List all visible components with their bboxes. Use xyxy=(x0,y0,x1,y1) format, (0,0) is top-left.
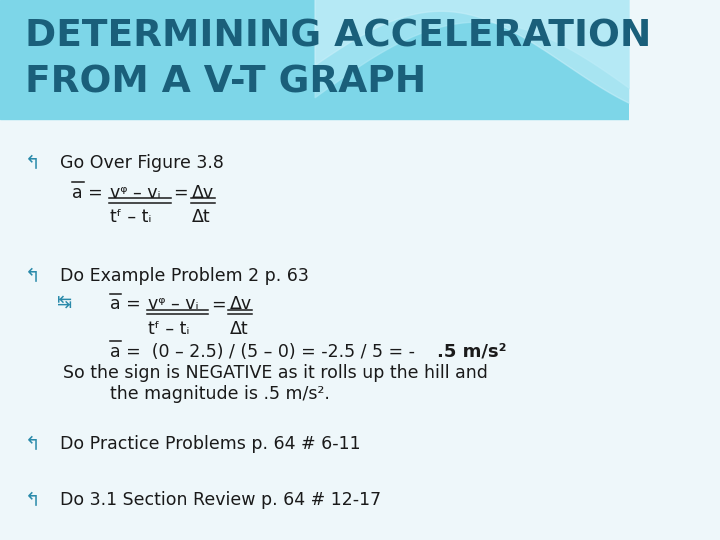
Text: Do Practice Problems p. 64 # 6-11: Do Practice Problems p. 64 # 6-11 xyxy=(60,435,361,453)
Text: .5 m/s²: .5 m/s² xyxy=(437,343,507,361)
Text: the magnitude is .5 m/s².: the magnitude is .5 m/s². xyxy=(110,385,330,403)
Text: ↹: ↹ xyxy=(57,294,72,312)
Text: a =  (0 – 2.5) / (5 – 0) = -2.5 / 5 = -: a = (0 – 2.5) / (5 – 0) = -2.5 / 5 = - xyxy=(110,343,415,361)
Text: ↰: ↰ xyxy=(25,491,41,510)
Text: Δt: Δt xyxy=(230,320,248,338)
Text: Δv: Δv xyxy=(192,184,214,201)
Text: tᶠ – tᵢ: tᶠ – tᵢ xyxy=(110,208,152,226)
Text: a =: a = xyxy=(110,295,141,313)
Text: =: = xyxy=(173,184,188,201)
Text: tᶠ – tᵢ: tᶠ – tᵢ xyxy=(148,320,189,338)
Text: a =: a = xyxy=(73,184,103,201)
Text: ↰: ↰ xyxy=(25,267,41,286)
Text: DETERMINING ACCELERATION: DETERMINING ACCELERATION xyxy=(25,19,652,55)
Text: Do Example Problem 2 p. 63: Do Example Problem 2 p. 63 xyxy=(60,267,309,285)
Text: vᵠ – vᵢ: vᵠ – vᵢ xyxy=(110,184,161,201)
Bar xyxy=(0,0,629,119)
Text: FROM A V-T GRAPH: FROM A V-T GRAPH xyxy=(25,65,426,101)
Text: ↰: ↰ xyxy=(25,435,41,454)
Text: Δt: Δt xyxy=(192,208,210,226)
Text: So the sign is NEGATIVE as it rolls up the hill and: So the sign is NEGATIVE as it rolls up t… xyxy=(63,364,488,382)
Text: ↰: ↰ xyxy=(25,154,41,173)
Text: vᵠ – vᵢ: vᵠ – vᵢ xyxy=(148,295,199,313)
Text: Do 3.1 Section Review p. 64 # 12-17: Do 3.1 Section Review p. 64 # 12-17 xyxy=(60,491,381,509)
Text: Δv: Δv xyxy=(230,295,252,313)
Text: =: = xyxy=(211,295,225,313)
Text: Go Over Figure 3.8: Go Over Figure 3.8 xyxy=(60,154,224,172)
